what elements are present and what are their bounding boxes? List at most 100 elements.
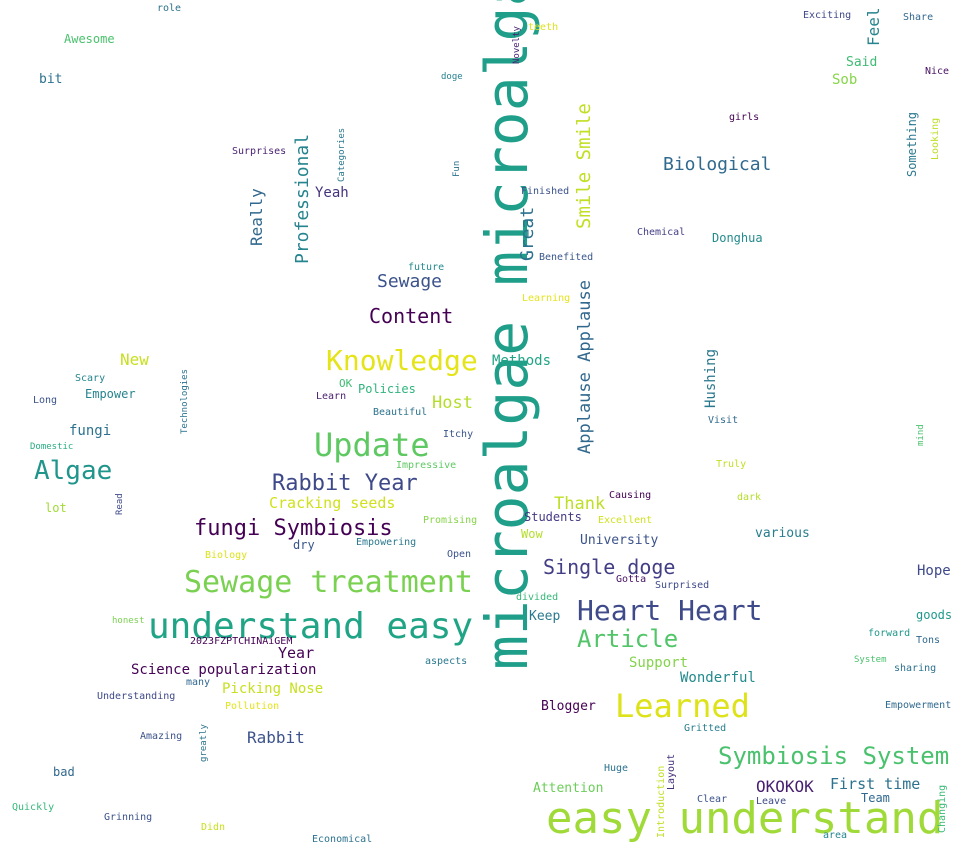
word: Looking [930, 117, 941, 160]
word: Learning [522, 293, 571, 304]
word: Empower [85, 387, 136, 401]
word: Content [369, 304, 454, 328]
word: Grinning [104, 812, 153, 823]
word: Yeah [315, 185, 349, 201]
word: Hushing [703, 348, 719, 408]
word: Students [524, 510, 582, 524]
word: mind [916, 424, 926, 446]
word: Sob [832, 72, 858, 88]
word: Said [846, 55, 878, 70]
word: Open [447, 549, 472, 560]
word: Policies [358, 382, 416, 396]
word: doge [441, 72, 463, 82]
word: Applause Applause [575, 280, 595, 454]
word: Pollution [225, 701, 280, 712]
word: Fun [452, 160, 462, 177]
word: Really [247, 188, 266, 246]
word: Surprises [232, 146, 287, 157]
word: Nice [925, 66, 950, 77]
word: Host [432, 393, 473, 413]
word: Awesome [64, 32, 115, 46]
word: Clear [697, 794, 728, 805]
word: Economical [312, 834, 373, 845]
word: Amazing [140, 731, 183, 742]
word: Exciting [803, 10, 852, 21]
word: Smile Smile [573, 103, 595, 229]
word: Chemical [637, 227, 686, 238]
word: Understanding [97, 691, 176, 702]
word: future [408, 262, 445, 273]
word: teeth [528, 22, 559, 33]
word: Cracking seeds [269, 494, 396, 512]
word: Changing [937, 784, 948, 833]
word: Truly [716, 459, 747, 470]
word: role [157, 3, 182, 14]
word: Picking Nose [222, 681, 324, 697]
word: Long [33, 395, 58, 406]
word: Sewage treatment [184, 565, 473, 600]
word: Benefited [539, 252, 594, 263]
word: Gotta [616, 574, 647, 585]
word: Article [577, 625, 679, 653]
word: Update [314, 426, 430, 464]
word: Algae [34, 456, 113, 486]
word: Biology [205, 550, 248, 561]
word: dark [737, 492, 762, 503]
word: fungi [69, 423, 112, 439]
word: area [823, 830, 848, 841]
word: Keep [529, 609, 561, 624]
word: System [854, 655, 887, 665]
word: fungi Symbiosis [194, 516, 393, 541]
word: aspects [425, 656, 468, 667]
word: Empowerment [885, 700, 952, 711]
word: Knowledge [326, 344, 478, 377]
word: Gritted [684, 723, 727, 734]
word: Quickly [12, 802, 55, 813]
word: Something [905, 111, 919, 177]
word: goods [916, 608, 953, 622]
word: Team [861, 791, 890, 805]
word: 2023FZPTCHINAiGEM [190, 636, 293, 647]
word: OKOKOK [756, 777, 814, 796]
word: easy understand [546, 793, 944, 844]
word: New [120, 350, 149, 369]
word: Feel [864, 7, 883, 46]
word: Learn [316, 391, 347, 402]
word: Excellent [598, 515, 653, 526]
word: Symbiosis System [718, 742, 950, 770]
word: bad [53, 765, 75, 779]
word: Causing [609, 490, 652, 501]
word: Empowering [356, 537, 417, 548]
word: Thank [554, 494, 606, 514]
word: Leave [756, 796, 787, 807]
word: Great [517, 206, 538, 261]
word: Visit [708, 415, 739, 426]
word: microalgae microalgae [473, 0, 541, 670]
word: Blogger [541, 699, 596, 714]
word: Attention [533, 781, 604, 796]
word: Learned [615, 687, 750, 725]
word: Share [903, 12, 934, 23]
word: forward [868, 628, 911, 639]
word: Science popularization [131, 662, 317, 678]
word: Read [115, 493, 125, 515]
word: Didn [201, 822, 226, 833]
word: Methods [492, 353, 552, 369]
word: Promising [423, 515, 478, 526]
word: greatly [199, 724, 209, 762]
word: dry [293, 538, 315, 552]
word: divided [516, 592, 559, 603]
word: Itchy [443, 429, 474, 440]
word: Technologies [180, 368, 190, 434]
word: Heart Heart [577, 594, 763, 627]
word: lot [45, 501, 67, 515]
word: Year [278, 644, 315, 662]
word: Layout [666, 753, 677, 790]
word: Professional [292, 133, 313, 264]
word: Finished [521, 186, 570, 197]
word: Scary [75, 373, 106, 384]
word: Biological [663, 154, 772, 175]
word: Surprised [655, 580, 710, 591]
word: Support [629, 655, 689, 671]
word: Rabbit [247, 728, 305, 747]
